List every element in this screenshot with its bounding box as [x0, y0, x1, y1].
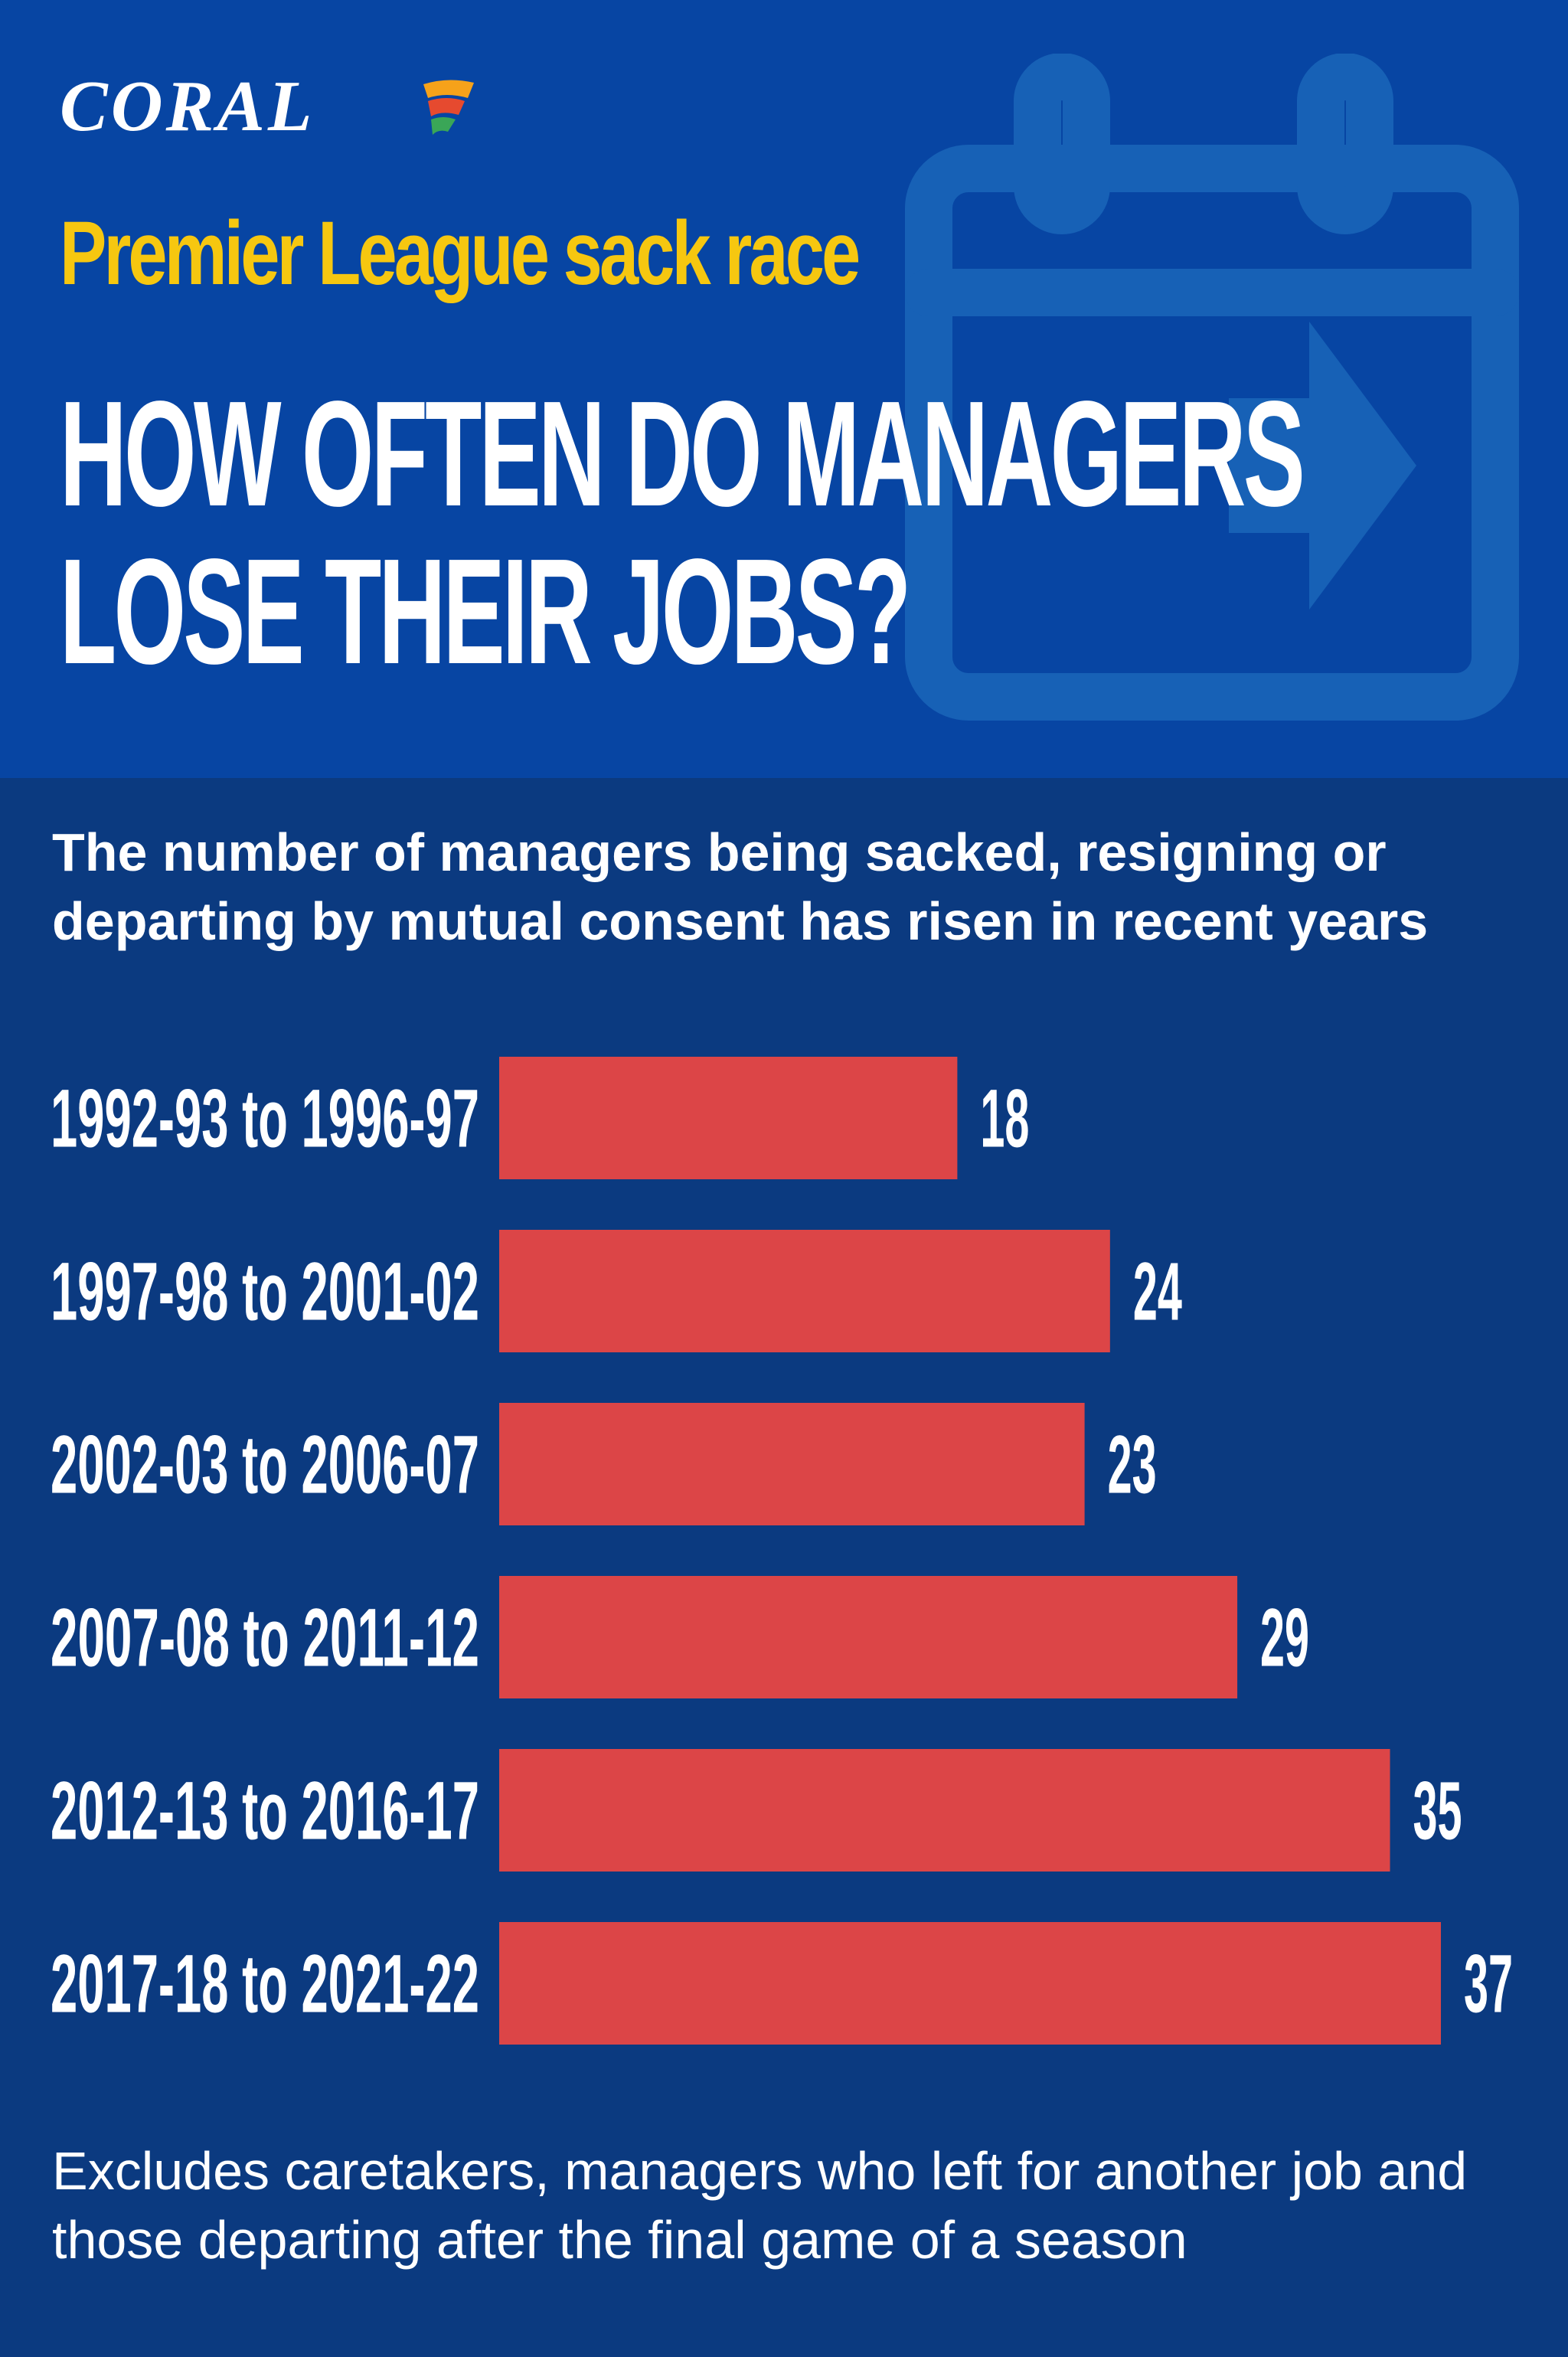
bar-5 [499, 1922, 1441, 2045]
chart-subtitle: Premier League sack race [60, 203, 861, 304]
value-label-4: 35 [1413, 1764, 1462, 1857]
value-label-2: 23 [1108, 1418, 1157, 1511]
header-panel: CORAL Premier League sack race HOW OFTEN… [0, 0, 1568, 778]
bar-4 [499, 1749, 1390, 1872]
category-label-2: 2002-03 to 2006-07 [51, 1418, 479, 1511]
bar-chart: 1992-93 to 1996-97 18 1997-98 to 2001-02 24… [51, 1057, 1513, 2045]
category-label-0: 1992-93 to 1996-97 [51, 1072, 479, 1165]
category-label-5: 2017-18 to 2021-22 [51, 1937, 479, 2030]
value-label-1: 24 [1133, 1245, 1182, 1338]
value-label-0: 18 [980, 1072, 1029, 1165]
title-line-1: HOW OFTEN DO MANAGERS [60, 370, 1305, 538]
bar-1 [499, 1230, 1110, 1352]
bar-3 [499, 1576, 1238, 1698]
footnote: Excludes caretakers, managers who left f… [52, 2141, 1468, 2270]
value-label-5: 37 [1464, 1937, 1513, 2030]
category-label-1: 1997-98 to 2001-02 [51, 1245, 479, 1338]
bar-2 [499, 1403, 1085, 1525]
value-label-3: 29 [1260, 1591, 1309, 1684]
calendar-arrow-icon [905, 54, 1519, 721]
bar-0 [499, 1057, 958, 1179]
chart-title: HOW OFTEN DO MANAGERS LOSE THEIR JOBS? [60, 370, 1305, 695]
category-label-3: 2007-08 to 2011-12 [51, 1591, 479, 1684]
title-line-2: LOSE THEIR JOBS? [60, 528, 911, 695]
category-label-4: 2012-13 to 2016-17 [51, 1764, 479, 1857]
intro-text: The number of managers being sacked, res… [52, 822, 1429, 951]
coral-logo: CORAL [60, 67, 315, 146]
flag-icon [423, 80, 474, 135]
